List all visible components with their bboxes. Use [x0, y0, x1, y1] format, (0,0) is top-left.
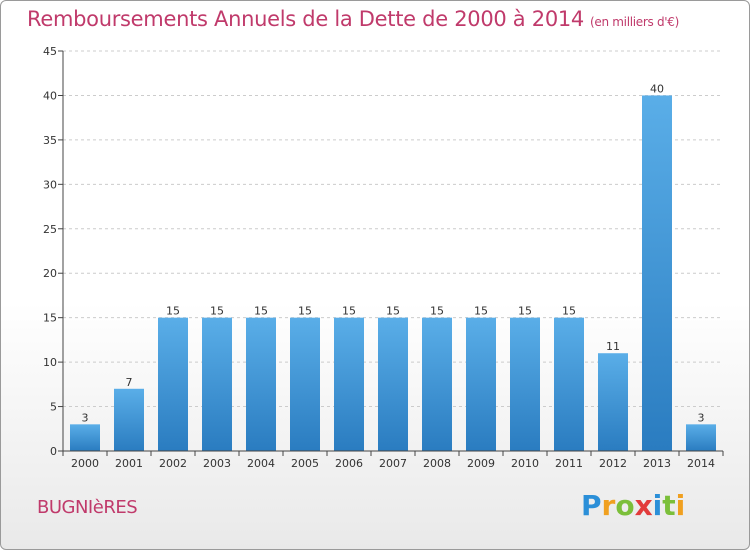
bar-value-label: 15 [254, 305, 268, 318]
bar-value-label: 15 [210, 305, 224, 318]
labels: 0 5 10 15 20 25 30 35 40 45 3 2000 7 2001 15 2002 15 2003… [43, 45, 715, 470]
x-tick-label: 2011 [555, 457, 583, 470]
bar [114, 388, 144, 451]
x-tick-label: 2004 [247, 457, 275, 470]
bar [290, 317, 320, 451]
x-tick-label: 2006 [335, 457, 363, 470]
x-tick-label: 2009 [467, 457, 495, 470]
bar [70, 424, 100, 451]
logo-letter: t [662, 489, 676, 522]
bar-value-label: 40 [650, 82, 664, 95]
bar [334, 317, 364, 451]
bar [642, 95, 672, 451]
bar-value-label: 15 [562, 305, 576, 318]
bar [378, 317, 408, 451]
x-tick-label: 2007 [379, 457, 407, 470]
x-tick-label: 2002 [159, 457, 187, 470]
x-tick-label: 2014 [687, 457, 715, 470]
axes [58, 50, 724, 456]
y-tick-label: 15 [43, 312, 57, 325]
bar [246, 317, 276, 451]
bar-value-label: 3 [698, 411, 705, 424]
x-tick-label: 2005 [291, 457, 319, 470]
bar [510, 317, 540, 451]
x-tick-label: 2010 [511, 457, 539, 470]
bar [202, 317, 232, 451]
chart-title: Remboursements Annuels de la Dette de 20… [27, 7, 679, 31]
x-tick-label: 2001 [115, 457, 143, 470]
bar [598, 353, 628, 451]
bar-value-label: 15 [474, 305, 488, 318]
bar-value-label: 15 [298, 305, 312, 318]
logo-letter: r [601, 489, 616, 522]
bar [158, 317, 188, 451]
proxiti-logo: Proxiti [581, 489, 685, 522]
bar-value-label: 15 [166, 305, 180, 318]
bar-value-label: 15 [430, 305, 444, 318]
y-tick-label: 40 [43, 89, 57, 102]
x-tick-label: 2012 [599, 457, 627, 470]
y-tick-label: 0 [50, 445, 57, 458]
y-tick-label: 10 [43, 356, 57, 369]
y-tick-label: 25 [43, 223, 57, 236]
x-tick-label: 2008 [423, 457, 451, 470]
y-tick-label: 30 [43, 178, 57, 191]
bar [422, 317, 452, 451]
bar [466, 317, 496, 451]
logo-letter: x [634, 489, 653, 522]
y-tick-label: 5 [50, 401, 57, 414]
y-tick-label: 45 [43, 45, 57, 58]
bar-value-label: 15 [342, 305, 356, 318]
bar [686, 424, 716, 451]
x-tick-label: 2000 [71, 457, 99, 470]
bars [70, 95, 716, 451]
logo-letter: o [615, 489, 635, 522]
bar-value-label: 15 [518, 305, 532, 318]
commune-name: BUGNIèRES [37, 497, 138, 518]
x-tick-label: 2003 [203, 457, 231, 470]
bar [554, 317, 584, 451]
logo-letter: P [581, 489, 602, 522]
bar-value-label: 3 [82, 411, 89, 424]
bar-value-label: 11 [606, 340, 620, 353]
chart-unit: (en milliers d'€) [590, 15, 680, 29]
logo-letter: i [652, 489, 663, 522]
logo-letter: i [675, 489, 686, 522]
y-tick-label: 20 [43, 267, 57, 280]
y-tick-label: 35 [43, 134, 57, 147]
bar-value-label: 7 [126, 376, 133, 389]
chart-title-text: Remboursements Annuels de la Dette de 20… [27, 7, 584, 31]
bar-value-label: 15 [386, 305, 400, 318]
x-tick-label: 2013 [643, 457, 671, 470]
